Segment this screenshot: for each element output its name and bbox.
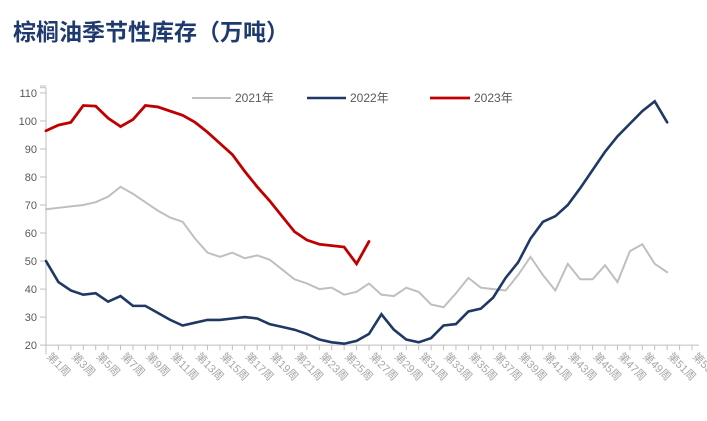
svg-text:110: 110 [19, 88, 37, 100]
svg-text:第5周: 第5周 [94, 349, 124, 379]
svg-text:第3周: 第3周 [69, 349, 99, 379]
svg-text:2023年: 2023年 [474, 91, 513, 105]
svg-text:60: 60 [25, 228, 37, 240]
svg-text:第9周: 第9周 [143, 349, 173, 379]
svg-text:2022年: 2022年 [350, 91, 389, 105]
svg-text:40: 40 [25, 284, 37, 296]
svg-text:30: 30 [25, 312, 37, 324]
svg-text:80: 80 [25, 172, 37, 184]
svg-text:90: 90 [25, 144, 37, 156]
svg-text:第1周: 第1周 [44, 349, 74, 379]
svg-text:20: 20 [25, 340, 37, 352]
svg-text:70: 70 [25, 200, 37, 212]
svg-text:2021年: 2021年 [235, 91, 274, 105]
svg-text:第7周: 第7周 [118, 349, 148, 379]
svg-text:50: 50 [25, 256, 37, 268]
svg-text:100: 100 [19, 116, 37, 128]
